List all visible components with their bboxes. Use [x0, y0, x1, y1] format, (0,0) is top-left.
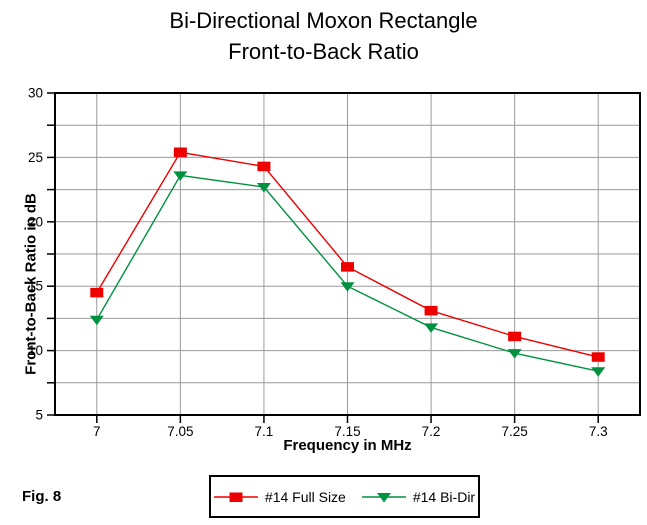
data-point-marker	[507, 349, 522, 359]
data-point-marker	[257, 161, 271, 172]
data-point-marker	[591, 367, 606, 377]
red-square-marker-icon	[213, 492, 258, 502]
figure-label: Fig. 8	[22, 488, 62, 505]
data-point-marker	[173, 171, 188, 181]
chart-title: Bi-Directional Moxon Rectangle Front-to-…	[0, 5, 647, 67]
x-tick-label: 7.05	[167, 424, 193, 439]
x-axis-title: Frequency in MHz	[283, 437, 412, 454]
data-point-marker	[424, 323, 439, 333]
x-tick-label: 7.2	[422, 424, 441, 439]
legend-item-full-size: #14 Full Size	[213, 488, 346, 505]
data-point-marker	[341, 262, 354, 272]
data-point-marker	[340, 282, 355, 292]
x-tick-label: 7.1	[255, 424, 274, 439]
legend-label-full-size: #14 Full Size	[264, 488, 346, 505]
x-tick-label: 7	[93, 424, 101, 439]
legend-item-bi-dir: #14 Bi-Dir	[361, 488, 476, 505]
plot-border	[54, 92, 641, 416]
y-tick-label: 30	[28, 86, 43, 101]
data-point-marker	[256, 183, 271, 193]
data-point-marker	[508, 331, 522, 342]
y-tick-label: 20	[28, 214, 43, 229]
data-point-marker	[90, 287, 104, 298]
chart-title-line1: Bi-Directional Moxon Rectangle	[169, 8, 478, 33]
legend: #14 Full Size #14 Bi-Dir	[209, 475, 480, 518]
data-point-marker	[173, 147, 187, 157]
green-triangle-marker-icon	[361, 492, 406, 502]
y-tick-label: 25	[28, 150, 43, 165]
x-tick-label: 7.25	[502, 424, 528, 439]
chart-title-line2: Front-to-Back Ratio	[228, 39, 419, 64]
legend-label-bi-dir: #14 Bi-Dir	[412, 488, 476, 505]
data-point-marker	[591, 352, 605, 362]
x-tick-label: 7.15	[334, 424, 360, 439]
y-tick-label: 5	[35, 408, 43, 423]
y-tick-label: 10	[28, 343, 43, 358]
data-point-marker	[424, 305, 438, 316]
data-point-marker	[89, 315, 104, 326]
x-tick-label: 7.3	[589, 424, 608, 439]
y-tick-label: 15	[28, 279, 43, 294]
